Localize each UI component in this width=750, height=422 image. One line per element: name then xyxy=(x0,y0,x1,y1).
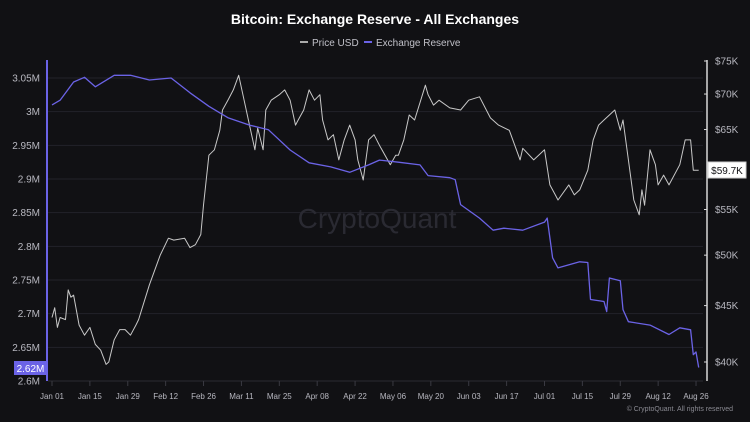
series-line-reserve xyxy=(51,74,700,368)
x-tick-label: May 06 xyxy=(380,392,407,401)
x-tick-label: Apr 22 xyxy=(343,392,367,401)
current-price-badge: $59.7K xyxy=(707,161,747,179)
right-tick-label: $70K xyxy=(715,90,739,101)
left-tick-label: 2.95M xyxy=(12,141,40,152)
right-tick-label: $65K xyxy=(715,125,739,136)
left-tick-label: 3M xyxy=(26,107,40,118)
current-reserve-badge-bg xyxy=(14,361,47,375)
x-tick-label: Jun 03 xyxy=(457,392,482,401)
legend: Price USD Exchange Reserve xyxy=(300,38,461,49)
x-tick-label: Feb 12 xyxy=(153,392,178,401)
x-tick-label: Mar 25 xyxy=(267,392,292,401)
x-tick-label: Jan 01 xyxy=(40,392,65,401)
right-tick-label: $40K xyxy=(715,358,739,369)
x-tick-label: Jun 17 xyxy=(495,392,520,401)
left-tick-label: 2.8M xyxy=(18,242,40,253)
x-tick-label: Feb 26 xyxy=(191,392,216,401)
left-tick-label: 2.9M xyxy=(18,175,40,186)
x-tick-label: Jan 29 xyxy=(116,392,141,401)
left-tick-label: 2.65M xyxy=(12,343,40,354)
x-tick-label: Jan 15 xyxy=(78,392,103,401)
x-tick-label: Mar 11 xyxy=(229,392,254,401)
gridlines xyxy=(48,77,703,348)
copyright: © CryptoQuant. All rights reserved xyxy=(627,405,733,413)
right-tick-label: $75K xyxy=(715,57,739,68)
left-axis: 3.05M 3M 2.95M 2.9M 2.85M 2.8M 2.75M 2.7M 2.65M 2… xyxy=(12,60,48,388)
x-tick-label: Aug 26 xyxy=(683,392,709,401)
right-axis: $75K $70K $65K $55K $50K $45K $40K xyxy=(704,57,739,381)
legend-item-price[interactable]: Price USD xyxy=(300,38,359,49)
right-tick-label: $55K xyxy=(715,205,739,216)
current-price-label: $59.7K xyxy=(711,166,743,177)
x-axis: Jan 01 Jan 15 Jan 29 Feb 12 Feb 26 Mar 11 Mar … xyxy=(40,380,709,401)
left-tick-label: 2.75M xyxy=(12,276,40,287)
x-tick-label: Aug 12 xyxy=(645,392,671,401)
watermark: CryptoQuant xyxy=(298,203,457,234)
left-tick-label: 2.7M xyxy=(18,309,40,320)
x-tick-label: Jul 29 xyxy=(610,392,632,401)
left-tick-label: 2.85M xyxy=(12,208,40,219)
current-reserve-label: 2.62M xyxy=(17,364,45,375)
legend-label-price: Price USD xyxy=(312,38,359,49)
right-tick-label: $50K xyxy=(715,251,739,262)
left-tick-label: 3.05M xyxy=(12,74,40,85)
current-price-badge-bg xyxy=(707,161,747,179)
x-tick-label: Jul 15 xyxy=(572,392,594,401)
current-reserve-badge: 2.62M xyxy=(14,361,47,375)
x-tick-label: May 20 xyxy=(418,392,445,401)
right-tick-label: $45K xyxy=(715,301,739,312)
left-tick-label: 2.6M xyxy=(18,377,40,388)
legend-item-reserve[interactable]: Exchange Reserve xyxy=(364,38,461,49)
series-line-price xyxy=(51,74,699,365)
x-tick-label: Jul 01 xyxy=(534,392,556,401)
chart-title: Bitcoin: Exchange Reserve - All Exchange… xyxy=(231,11,519,27)
legend-label-reserve: Exchange Reserve xyxy=(376,38,461,49)
x-tick-label: Apr 08 xyxy=(305,392,329,401)
